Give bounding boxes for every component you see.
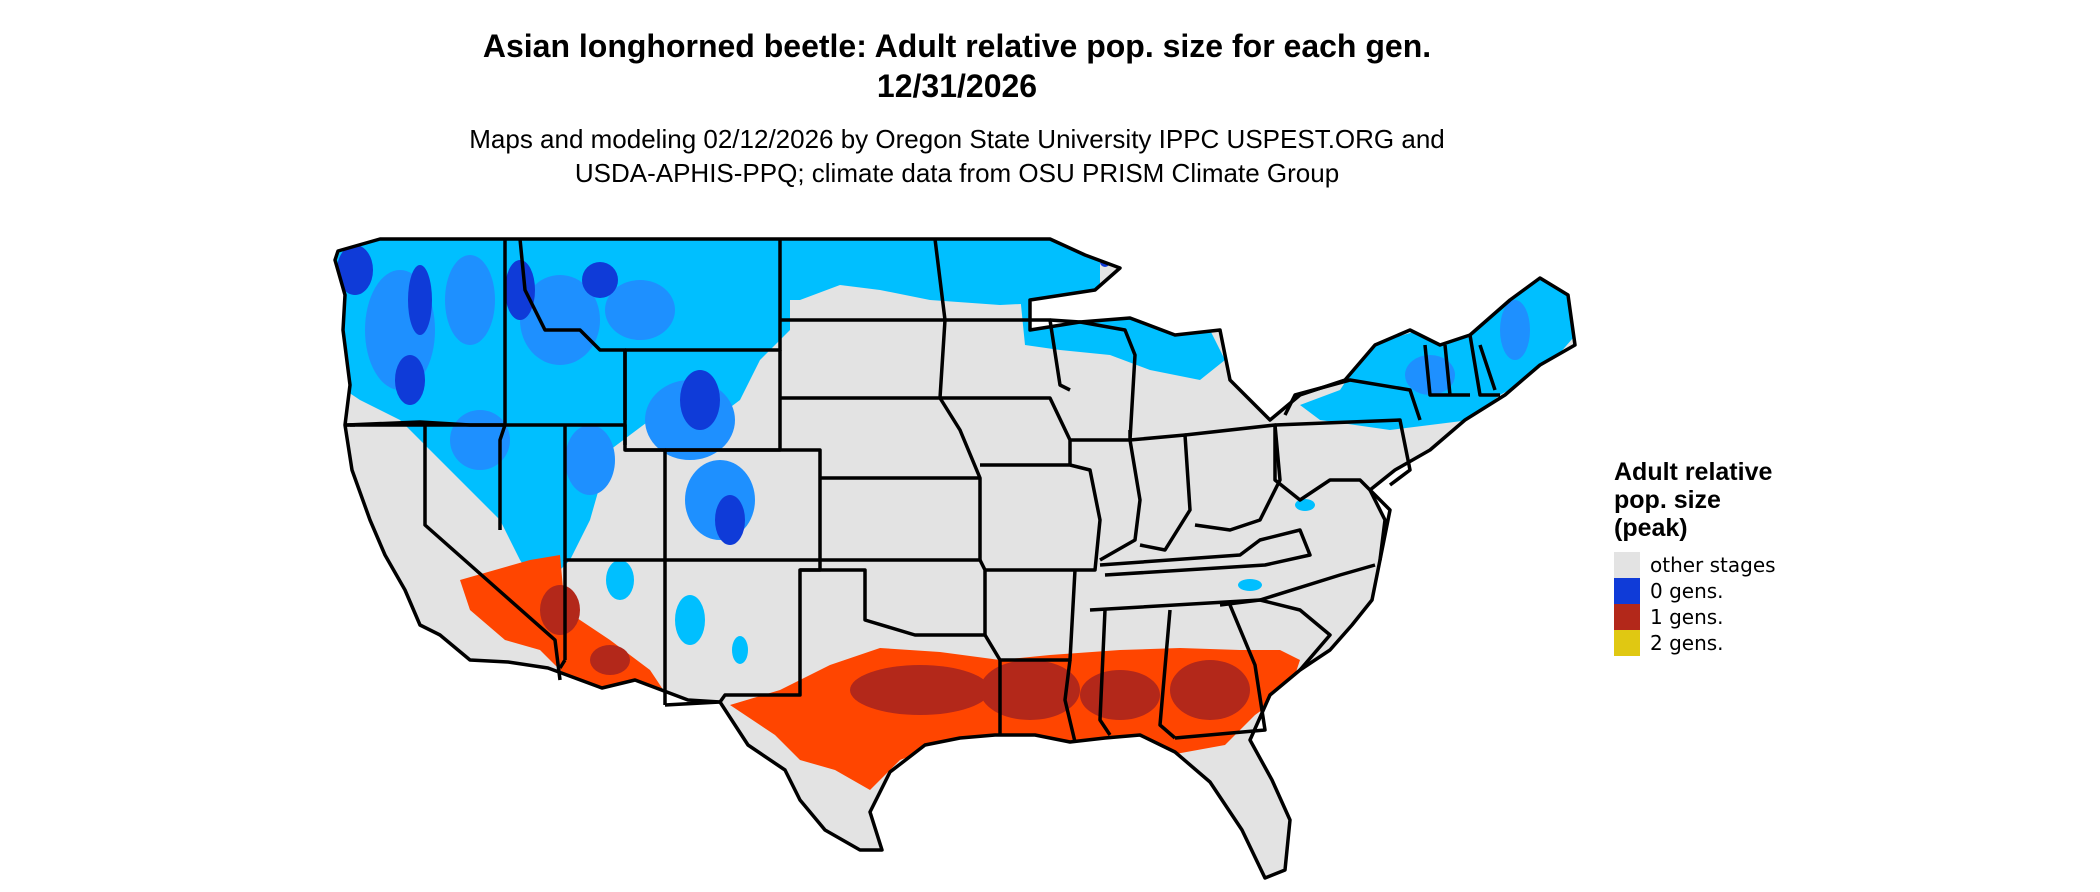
legend-label: 2 gens.	[1650, 631, 1724, 655]
map-title: Asian longhorned beetle: Adult relative …	[482, 28, 1432, 64]
legend-title-line1: Adult relative	[1614, 458, 1773, 486]
region-0-gen-dark	[337, 245, 1110, 545]
region-0-gen-southwest-patches	[606, 499, 1315, 664]
legend-label: 0 gens.	[1650, 579, 1724, 603]
map-subtitle-line2: USDA-APHIS-PPQ; climate data from OSU PR…	[574, 158, 1340, 188]
region-0-gen-northeast	[1300, 270, 1575, 430]
legend-swatch	[1614, 578, 1640, 604]
state-boundaries	[333, 237, 1577, 880]
map-date: 12/31/2026	[876, 68, 1038, 104]
legend-item-1-gens: 1 gens.	[1614, 604, 1914, 630]
legend-label: other stages	[1650, 553, 1776, 577]
legend-item-other-stages: other stages	[1614, 552, 1914, 578]
legend-item-0-gens: 0 gens.	[1614, 578, 1914, 604]
legend-items: other stages 0 gens. 1 gens. 2 gens.	[1614, 552, 1914, 656]
legend-title: Adult relative pop. size (peak)	[1614, 458, 1804, 542]
region-0-gen-northwest	[335, 239, 790, 590]
legend-item-2-gens: 2 gens.	[1614, 630, 1914, 656]
legend-title-line2: pop. size	[1614, 486, 1721, 514]
generation-regions	[335, 239, 1575, 790]
legend-label: 1 gens.	[1650, 605, 1724, 629]
legend-swatch	[1614, 552, 1640, 578]
legend-title-line3: (peak)	[1614, 514, 1688, 542]
map-legend: Adult relative pop. size (peak) other st…	[1614, 458, 1914, 656]
legend-swatch	[1614, 604, 1640, 630]
legend-swatch	[1614, 630, 1640, 656]
map-subtitle-line1: Maps and modeling 02/12/2026 by Oregon S…	[469, 124, 1445, 154]
